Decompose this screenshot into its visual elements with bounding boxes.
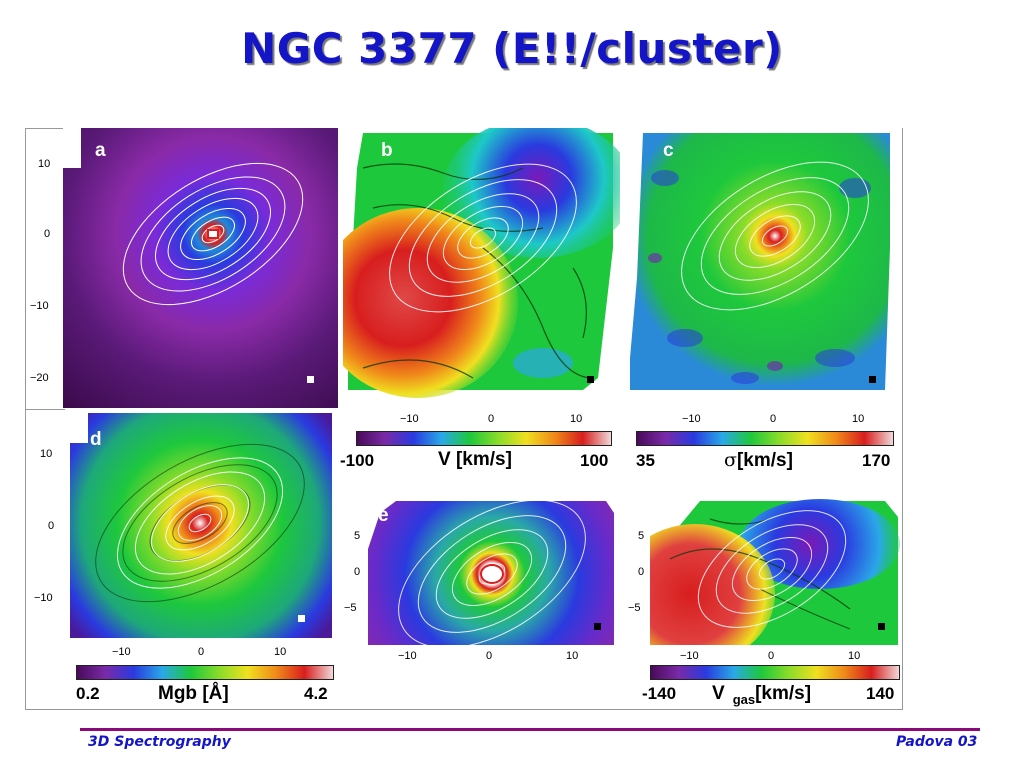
panel-d-xtick: 0 bbox=[198, 646, 205, 658]
panel-f-map: f bbox=[650, 499, 900, 645]
vgas-subscript: gas bbox=[732, 691, 756, 707]
panel-d-svg bbox=[70, 413, 332, 638]
panel-c-xtick: 10 bbox=[852, 413, 865, 425]
panel-e-xtick: 0 bbox=[486, 650, 493, 662]
panel-a-letter: a bbox=[95, 140, 106, 161]
panel-d-letter: d bbox=[90, 429, 102, 450]
panel-f-scale-marker bbox=[878, 623, 885, 630]
frame-mid bbox=[25, 409, 65, 410]
panel-f-ytick: 5 bbox=[638, 530, 645, 542]
panel-c-xtick: −10 bbox=[682, 413, 701, 425]
panel-b-xtick: 0 bbox=[488, 413, 495, 425]
vgas-colorbar-min: -140 bbox=[642, 684, 677, 703]
panel-a-scale-marker bbox=[307, 376, 314, 383]
panel-a-ytick: 0 bbox=[44, 228, 51, 240]
panel-e-svg bbox=[368, 499, 614, 645]
panel-c-letter: c bbox=[663, 140, 674, 161]
velocity-colorbar-title: V [km/s] bbox=[438, 449, 512, 470]
vgas-colorbar-max: 140 bbox=[866, 684, 895, 703]
mgb-colorbar-title: Mgb [Å] bbox=[158, 683, 229, 704]
slide-title: NGC 3377 (E!!/cluster) bbox=[241, 24, 783, 73]
sigma-colorbar-min: 35 bbox=[636, 451, 655, 470]
panel-b-letter: b bbox=[381, 140, 393, 161]
panel-e-letter: e bbox=[378, 505, 389, 526]
panel-d-map: d bbox=[70, 413, 332, 638]
footer-right-text: Padova 03 bbox=[896, 734, 978, 750]
vgas-symbol: V bbox=[712, 683, 725, 704]
panel-e-map: e bbox=[366, 499, 616, 645]
panel-d-ytick: 10 bbox=[40, 448, 53, 460]
panel-b-svg bbox=[343, 128, 620, 398]
frame-top-left bbox=[25, 128, 63, 129]
panel-a-map: a bbox=[63, 128, 338, 408]
panel-a-ytick: −20 bbox=[30, 372, 49, 384]
sigma-colorbar bbox=[636, 431, 894, 446]
mgb-colorbar bbox=[76, 665, 334, 680]
frame-right bbox=[902, 128, 903, 710]
panel-c-svg bbox=[630, 133, 890, 390]
panel-d-ytick: −10 bbox=[34, 592, 53, 604]
panel-d-xtick: 10 bbox=[274, 646, 287, 658]
panel-f-xtick: −10 bbox=[680, 650, 699, 662]
panel-b-xtick: −10 bbox=[400, 413, 419, 425]
panel-f-letter: f bbox=[664, 505, 671, 526]
panel-e-xtick: −10 bbox=[398, 650, 417, 662]
panel-a-svg bbox=[63, 128, 338, 408]
sigma-unit: [km/s] bbox=[736, 450, 793, 471]
vgas-colorbar bbox=[650, 665, 900, 680]
panel-f-svg bbox=[650, 499, 900, 645]
frame-left bbox=[25, 128, 26, 710]
panel-c-map: c bbox=[625, 128, 902, 406]
footer-rule bbox=[80, 728, 980, 731]
frame-bottom bbox=[25, 709, 903, 710]
velocity-colorbar-max: 100 bbox=[580, 451, 609, 470]
panel-c-scale-marker bbox=[869, 376, 876, 383]
velocity-colorbar-min: -100 bbox=[340, 451, 375, 470]
panel-e-ytick: 5 bbox=[354, 530, 361, 542]
mgb-colorbar-min: 0.2 bbox=[76, 684, 100, 703]
sigma-colorbar-max: 170 bbox=[862, 451, 891, 470]
panel-f-xtick: 0 bbox=[768, 650, 775, 662]
mgb-colorbar-max: 4.2 bbox=[304, 684, 328, 703]
sigma-symbol: σ bbox=[724, 449, 737, 471]
footer-left-text: 3D Spectrography bbox=[88, 734, 231, 750]
panel-b-scale-marker bbox=[587, 376, 594, 383]
panel-a-ytick: −10 bbox=[30, 300, 49, 312]
panel-d-xtick: −10 bbox=[112, 646, 131, 658]
panel-c-xtick: 0 bbox=[770, 413, 777, 425]
velocity-colorbar bbox=[356, 431, 612, 446]
sigma-colorbar-title: σ[km/s] bbox=[724, 449, 793, 472]
panel-b-map: b bbox=[343, 128, 620, 406]
panel-e-ytick: 0 bbox=[354, 566, 361, 578]
panel-e-xtick: 10 bbox=[566, 650, 579, 662]
panel-f-xtick: 10 bbox=[848, 650, 861, 662]
panel-f-ytick: 0 bbox=[638, 566, 645, 578]
vgas-unit: [km/s] bbox=[755, 683, 812, 704]
panel-d-scale-marker bbox=[298, 615, 305, 622]
panel-f-ytick: −5 bbox=[628, 602, 641, 614]
panel-a-ytick: 10 bbox=[38, 158, 51, 170]
panel-e-scale-marker bbox=[594, 623, 601, 630]
panel-d-ytick: 0 bbox=[48, 520, 55, 532]
panel-b-xtick: 10 bbox=[570, 413, 583, 425]
panel-e-ytick: −5 bbox=[344, 602, 357, 614]
